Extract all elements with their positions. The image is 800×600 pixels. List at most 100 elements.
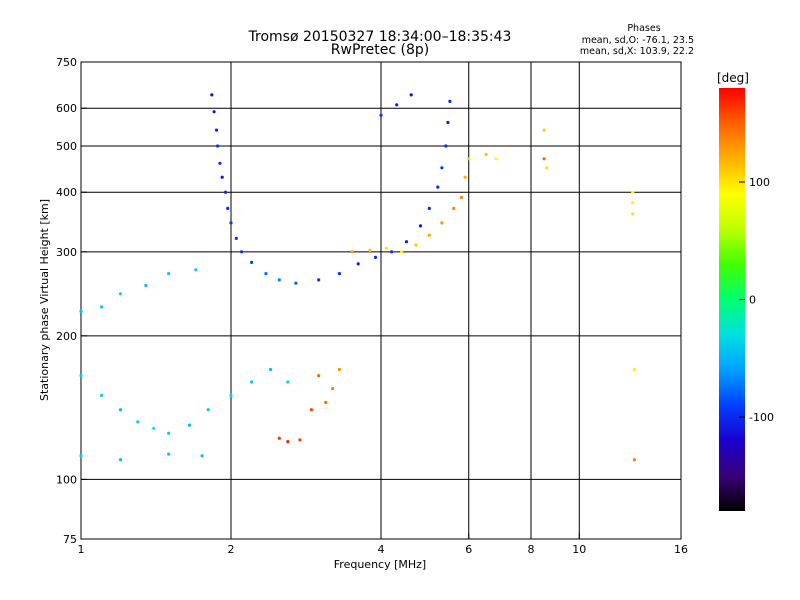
data-point [379, 113, 383, 117]
data-point [118, 458, 123, 462]
data-point [223, 190, 228, 194]
data-point [452, 206, 456, 210]
plot-area: 1 2 4 6 8 10 16 75 100 200 300 400 500 600 750 [56, 56, 688, 556]
y-axis-label: Stationary phase Virtual Height [km] [38, 199, 51, 401]
y-tick-label: 600 [56, 102, 77, 115]
data-point [448, 99, 452, 103]
data-point [229, 393, 233, 397]
data-point [373, 255, 378, 259]
data-point [542, 157, 546, 161]
data-point [250, 260, 254, 264]
x-tick-label: 2 [228, 543, 235, 556]
data-point [167, 272, 171, 276]
data-point [277, 278, 281, 282]
data-point [234, 236, 238, 240]
stats-x-mode: mean, sd,X: 103.9, 22.2 [580, 46, 694, 57]
data-point [368, 248, 372, 252]
y-tick-label: 100 [56, 473, 77, 486]
data-point [206, 408, 210, 412]
y-axis-ticks: 75 100 200 300 400 500 600 750 [56, 56, 87, 546]
x-tick-label: 10 [572, 543, 586, 556]
x-tick-label: 8 [528, 543, 535, 556]
data-point [414, 243, 418, 247]
data-point [229, 221, 233, 225]
data-point [100, 305, 104, 309]
chart-title: Tromsø 20150327 18:34:00–18:35:43 [248, 29, 512, 45]
colorbar-tick-label: -100 [749, 411, 774, 424]
data-point [250, 380, 254, 384]
data-point [404, 240, 409, 244]
data-point [484, 152, 488, 157]
data-point [118, 408, 123, 412]
data-point [427, 233, 431, 237]
data-point [212, 110, 216, 114]
data-point [331, 387, 335, 391]
data-point [240, 250, 244, 254]
colorbar-tick-label: 0 [749, 294, 756, 307]
grid-lines [81, 62, 681, 539]
data-point [317, 278, 321, 282]
x-tick-label: 4 [378, 543, 385, 556]
data-point [216, 144, 220, 148]
data-point [218, 161, 222, 165]
data-point [494, 157, 498, 161]
y-tick-label: 750 [56, 56, 77, 69]
data-point [395, 103, 399, 107]
data-point [118, 292, 123, 296]
data-point [100, 393, 104, 397]
data-point [631, 190, 635, 194]
data-point [220, 175, 224, 179]
data-point [337, 367, 341, 372]
data-point [187, 423, 191, 427]
data-point [436, 185, 440, 189]
data-point [427, 206, 431, 210]
data-point [317, 374, 321, 378]
data-point [79, 374, 83, 378]
data-point [467, 157, 471, 161]
data-point [418, 224, 423, 228]
data-point [631, 201, 635, 205]
data-point [545, 166, 549, 170]
colorbar-ticks: 100 0 -100 [739, 176, 774, 424]
data-point [337, 272, 341, 276]
data-point [324, 400, 328, 404]
data-point [286, 440, 290, 444]
data-point [268, 367, 273, 372]
data-point [384, 246, 388, 250]
data-point [440, 221, 444, 225]
colorbar-label: [deg] [717, 71, 749, 85]
x-axis-label: Frequency [MHz] [334, 558, 426, 571]
data-point [200, 454, 204, 458]
data-point [277, 436, 281, 440]
colorbar-tick-label: 100 [749, 176, 770, 189]
data-point [631, 212, 635, 216]
data-point [409, 93, 413, 97]
data-point [226, 206, 230, 210]
data-point [400, 250, 404, 254]
stats-o-mode: mean, sd,O: -76.1, 23.5 [582, 35, 694, 46]
x-tick-label: 16 [674, 543, 688, 556]
data-point [632, 367, 637, 372]
data-point [167, 431, 171, 435]
data-point [444, 144, 448, 148]
data-point [459, 195, 463, 200]
y-tick-label: 500 [56, 140, 77, 153]
data-point [214, 128, 219, 132]
data-point [390, 250, 394, 254]
data-point [144, 283, 148, 288]
stats-heading: Phases [627, 23, 660, 34]
y-tick-label: 200 [56, 330, 77, 343]
data-point [136, 420, 140, 424]
x-tick-label: 1 [78, 543, 85, 556]
data-point [210, 93, 214, 97]
data-point [463, 175, 467, 179]
y-tick-label: 400 [56, 186, 77, 199]
data-point [286, 380, 290, 384]
data-point [194, 268, 198, 272]
data-point [309, 408, 313, 412]
data-point [79, 309, 83, 313]
x-tick-label: 6 [465, 543, 472, 556]
data-point [264, 272, 268, 276]
data-point [542, 128, 546, 132]
